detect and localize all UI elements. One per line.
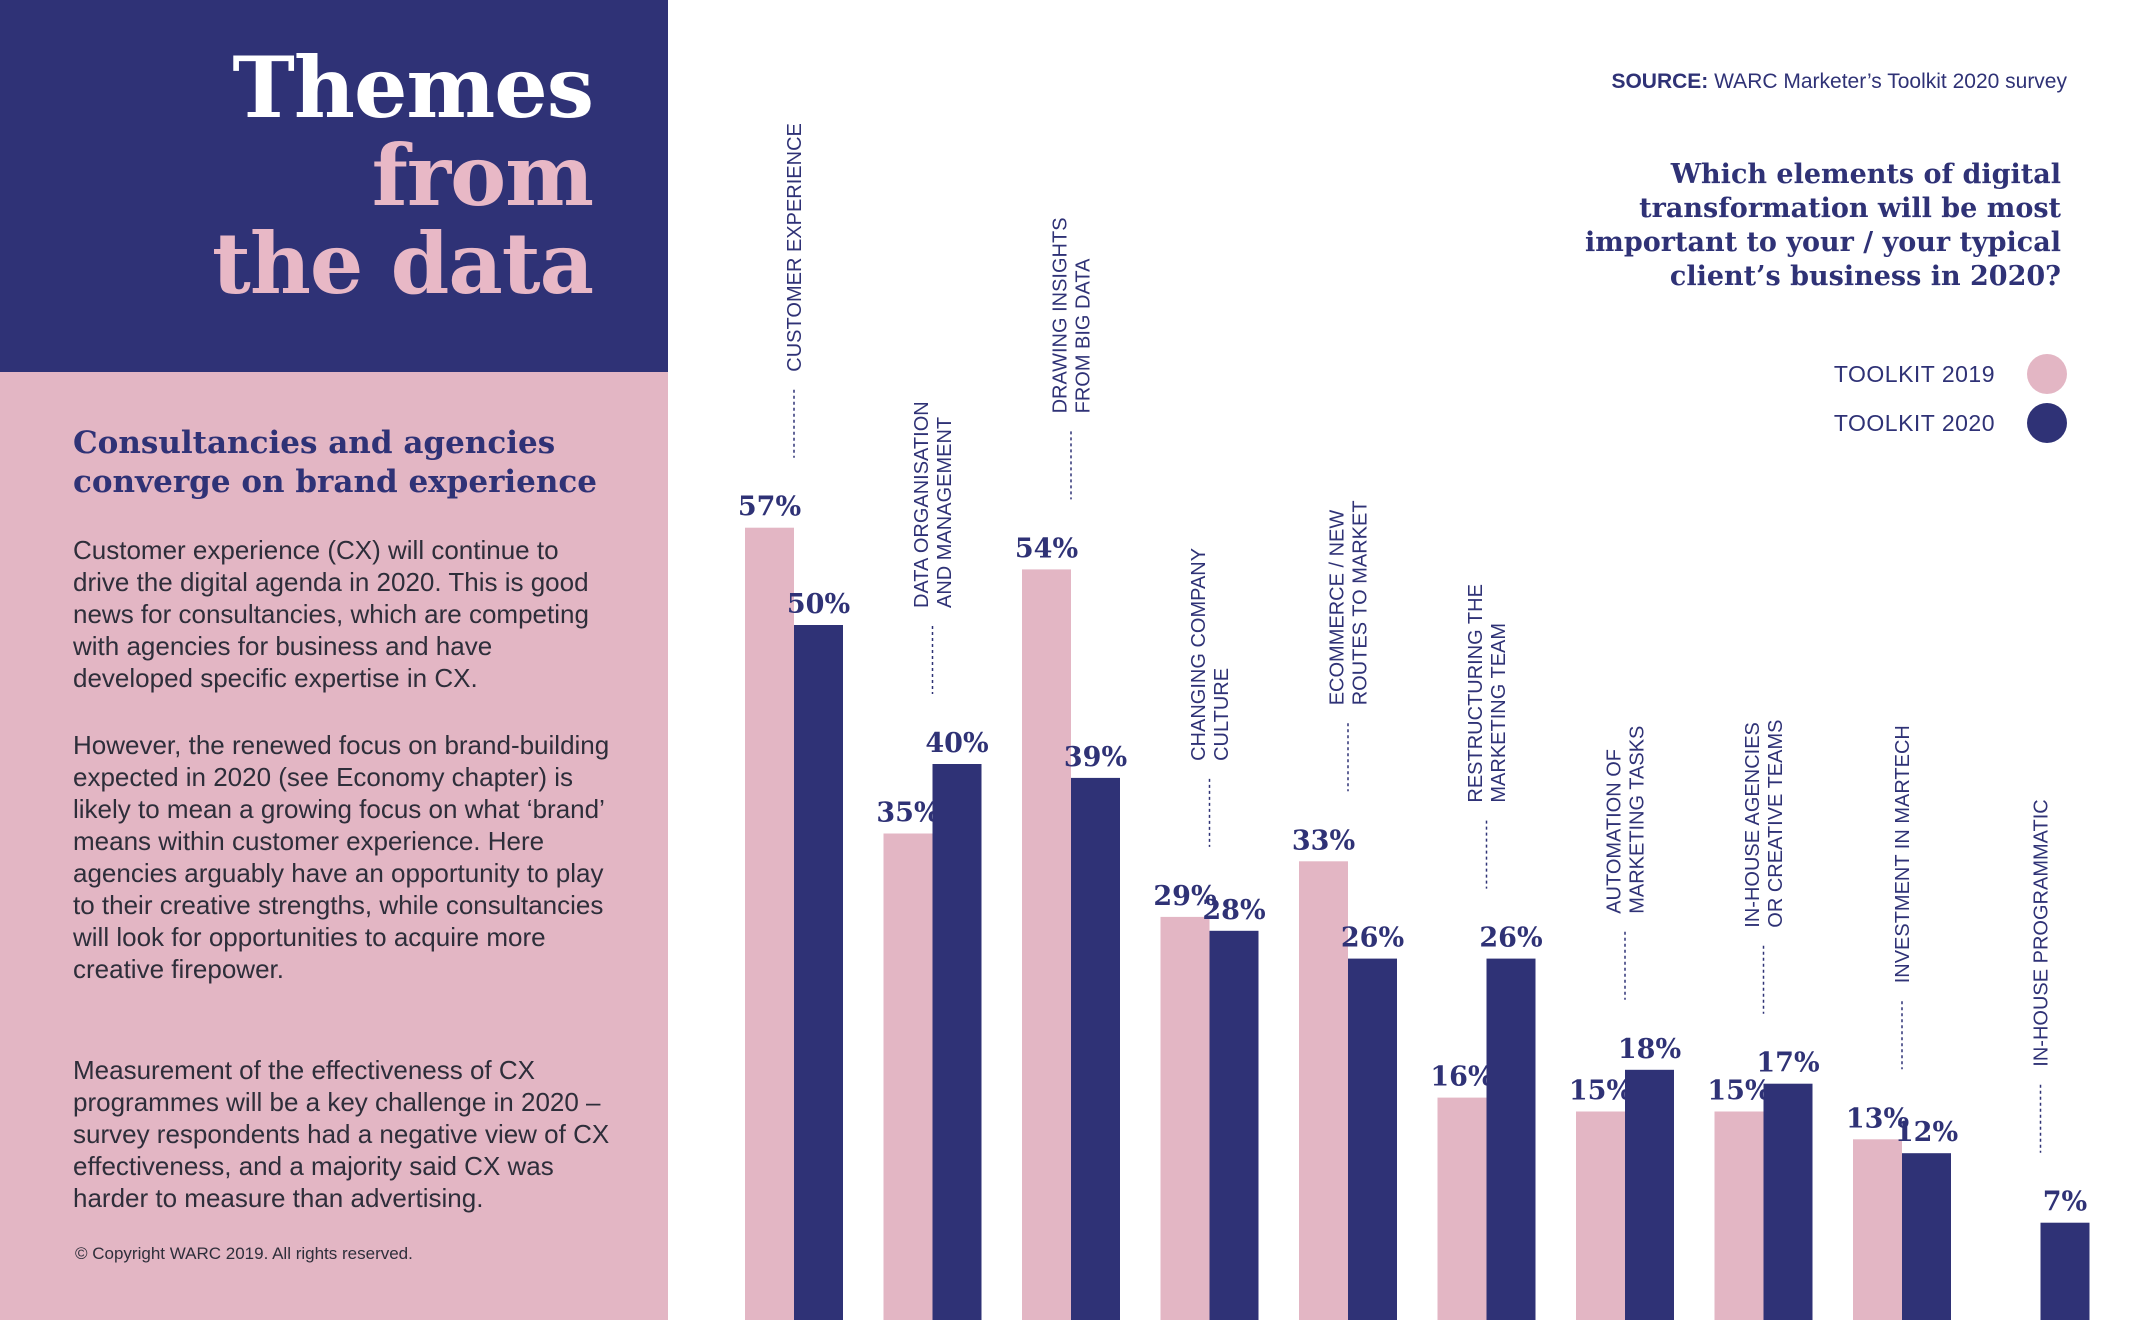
- bar-2020-0: [794, 625, 843, 1320]
- title-line-3: the data: [212, 214, 594, 313]
- data-label-2019-7: 15%: [1707, 1076, 1770, 1107]
- data-label-2020-6: 18%: [1618, 1034, 1681, 1065]
- source-note: SOURCE: WARC Marketer’s Toolkit 2020 sur…: [1611, 70, 2067, 94]
- bar-2020-3: [1209, 930, 1259, 1320]
- bar-2020-6: [1625, 1069, 1674, 1320]
- bar-2020-5: [1486, 958, 1536, 1320]
- source-label: SOURCE:: [1611, 70, 1709, 93]
- data-label-2020-5: 26%: [1479, 923, 1542, 954]
- category-label-9: IN-HOUSE PROGRAMMATIC: [2031, 799, 2053, 1066]
- category-label-4: ECOMMERCE / NEWROUTES TO MARKET: [1327, 500, 1372, 705]
- legend-swatch-2020: [2027, 403, 2067, 443]
- bar-2019-2: [1022, 569, 1071, 1320]
- legend-label-2020: TOOLKIT 2020: [1833, 409, 1995, 436]
- data-label-2019-4: 33%: [1292, 825, 1355, 856]
- category-label-1: DATA ORGANISATIONAND MANAGEMENT: [911, 401, 956, 608]
- bar-2019-3: [1160, 916, 1210, 1320]
- bar-2019-5: [1437, 1097, 1487, 1320]
- bar-2019-6: [1576, 1111, 1625, 1320]
- category-label-6: AUTOMATION OFMARKETING TASKS: [1604, 726, 1649, 914]
- category-label-5: RESTRUCTURING THEMARKETING TEAM: [1465, 584, 1510, 803]
- data-label-2020-8: 12%: [1895, 1117, 1958, 1148]
- legend-label-2019: TOOLKIT 2019: [1833, 360, 1995, 387]
- data-label-2020-3: 28%: [1202, 895, 1265, 926]
- data-label-2020-9: 7%: [2043, 1187, 2087, 1218]
- bar-2019-1: [883, 833, 933, 1320]
- bar-2020-8: [1902, 1153, 1951, 1320]
- category-label-3: CHANGING COMPANYCULTURE: [1188, 548, 1233, 761]
- legend-swatch-2019: [2027, 354, 2067, 394]
- text-panel: Consultancies and agencies converge on b…: [0, 372, 668, 1320]
- data-label-2019-2: 54%: [1015, 533, 1078, 564]
- data-label-2020-1: 40%: [925, 728, 988, 759]
- data-label-2019-6: 15%: [1569, 1076, 1632, 1107]
- bar-2020-1: [932, 764, 982, 1320]
- category-label-0: CUSTOMER EXPERIENCE: [784, 123, 806, 372]
- bar-2019-7: [1714, 1111, 1764, 1320]
- source-text: WARC Marketer’s Toolkit 2020 survey: [1714, 70, 2067, 93]
- bar-2020-2: [1071, 777, 1120, 1320]
- bar-2019-4: [1299, 861, 1348, 1320]
- category-label-8: INVESTMENT IN MARTECH: [1892, 725, 1914, 983]
- title-line-2: from: [371, 126, 594, 225]
- bar-2020-4: [1348, 958, 1397, 1320]
- data-label-2020-7: 17%: [1756, 1048, 1819, 1079]
- category-label-2: DRAWING INSIGHTSFROM BIG DATA: [1050, 217, 1095, 413]
- title-panel: Themes from the data: [0, 0, 668, 372]
- page-title: Themes from the data: [212, 38, 594, 313]
- paragraph-2: However, the renewed focus on brand-buil…: [73, 730, 610, 984]
- legend-item-2020: TOOLKIT 2020: [1834, 403, 2067, 443]
- category-label-7: IN-HOUSE AGENCIESOR CREATIVE TEAMS: [1742, 720, 1787, 928]
- paragraph-3: Measurement of the effectiveness of CX p…: [73, 1055, 610, 1213]
- data-label-2020-2: 39%: [1064, 742, 1127, 773]
- data-label-2019-0: 57%: [738, 492, 801, 523]
- bar-2019-8: [1853, 1139, 1902, 1320]
- data-label-2019-5: 16%: [1430, 1062, 1493, 1093]
- bar-2020-9: [2040, 1222, 2090, 1320]
- chart-question: Which elements of digital transformation…: [1585, 159, 2061, 292]
- data-label-2020-0: 50%: [787, 589, 850, 620]
- copyright-notice: © Copyright WARC 2019. All rights reserv…: [75, 1244, 413, 1263]
- data-label-2019-3: 29%: [1153, 881, 1216, 912]
- data-label-2020-4: 26%: [1341, 923, 1404, 954]
- bar-2019-0: [745, 527, 794, 1320]
- data-label-2019-1: 35%: [876, 798, 939, 829]
- legend-item-2019: TOOLKIT 2019: [1834, 354, 2067, 394]
- data-label-2019-8: 13%: [1846, 1103, 1909, 1134]
- title-line-1: Themes: [232, 38, 594, 137]
- bar-2020-7: [1763, 1083, 1813, 1320]
- section-subheading: Consultancies and agencies converge on b…: [73, 425, 598, 500]
- paragraph-1: Customer experience (CX) will continue t…: [73, 535, 589, 693]
